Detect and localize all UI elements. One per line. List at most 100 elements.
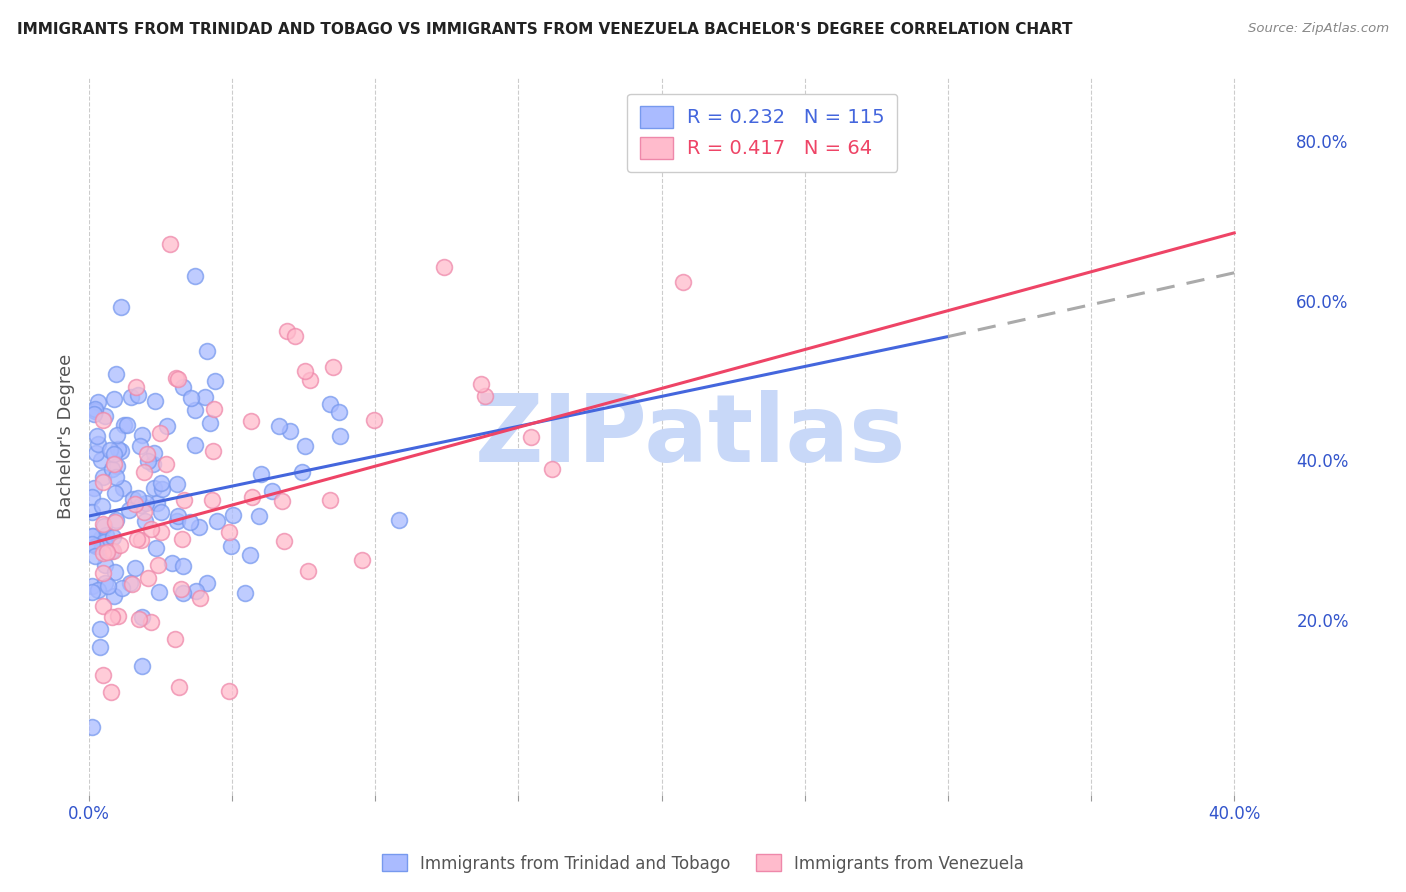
Point: [86, 429, 108, 443]
Point: [83, 402, 105, 417]
Point: [104, 469, 127, 483]
Point: [294, 439, 316, 453]
Point: [111, 482, 134, 496]
Point: [129, 439, 152, 453]
Point: [118, 575, 141, 590]
Point: [218, 684, 240, 698]
Point: [267, 419, 290, 434]
Point: [93, 576, 115, 591]
Point: [156, 419, 179, 434]
Point: [170, 532, 193, 546]
Point: [105, 428, 128, 442]
Point: [118, 503, 141, 517]
Point: [83, 404, 105, 418]
Point: [125, 380, 148, 394]
Point: [184, 584, 207, 599]
Point: [520, 430, 543, 444]
Point: [115, 417, 138, 432]
Point: [474, 389, 496, 403]
Point: [80, 491, 103, 505]
Point: [94, 528, 117, 542]
Point: [94, 558, 117, 573]
Point: [82, 537, 104, 551]
Point: [146, 496, 169, 510]
Point: [291, 465, 314, 479]
Point: [120, 390, 142, 404]
Point: [87, 395, 110, 409]
Point: [672, 275, 695, 289]
Point: [86, 446, 108, 460]
Point: [89, 622, 111, 636]
Point: [278, 425, 301, 439]
Point: [110, 443, 132, 458]
Point: [93, 546, 115, 560]
Point: [143, 393, 166, 408]
Point: [93, 475, 115, 490]
Point: [125, 533, 148, 547]
Point: [89, 640, 111, 655]
Point: [165, 371, 187, 385]
Point: [84, 539, 107, 553]
Point: [541, 462, 564, 476]
Point: [136, 454, 159, 468]
Point: [298, 373, 321, 387]
Point: [170, 582, 193, 597]
Point: [101, 543, 124, 558]
Point: [80, 505, 103, 519]
Point: [143, 446, 166, 460]
Point: [103, 392, 125, 406]
Point: [142, 458, 165, 472]
Point: [131, 428, 153, 442]
Point: [83, 549, 105, 563]
Point: [194, 390, 217, 404]
Point: [94, 409, 117, 423]
Point: [205, 514, 228, 528]
Point: [100, 462, 122, 476]
Point: [90, 531, 112, 545]
Point: [166, 476, 188, 491]
Point: [135, 496, 157, 510]
Point: [103, 457, 125, 471]
Point: [155, 457, 177, 471]
Point: [159, 236, 181, 251]
Point: [136, 571, 159, 585]
Point: [83, 407, 105, 421]
Point: [149, 475, 172, 490]
Point: [172, 558, 194, 573]
Point: [121, 577, 143, 591]
Point: [201, 493, 224, 508]
Point: [222, 508, 245, 523]
Point: [141, 615, 163, 629]
Point: [167, 680, 190, 694]
Point: [129, 533, 152, 547]
Point: [150, 505, 173, 519]
Point: [188, 520, 211, 534]
Point: [87, 583, 110, 598]
Point: [166, 514, 188, 528]
Legend: Immigrants from Trinidad and Tobago, Immigrants from Venezuela: Immigrants from Trinidad and Tobago, Imm…: [375, 847, 1031, 880]
Point: [173, 493, 195, 508]
Point: [198, 416, 221, 430]
Point: [131, 610, 153, 624]
Point: [240, 490, 263, 504]
Point: [239, 548, 262, 562]
Point: [141, 522, 163, 536]
Point: [183, 403, 205, 417]
Point: [273, 534, 295, 549]
Point: [131, 659, 153, 673]
Point: [105, 458, 128, 473]
Point: [183, 268, 205, 283]
Point: [108, 538, 131, 552]
Point: [284, 329, 307, 343]
Point: [105, 513, 128, 527]
Point: [107, 442, 129, 456]
Point: [127, 388, 149, 402]
Point: [250, 467, 273, 481]
Point: [132, 505, 155, 519]
Point: [148, 584, 170, 599]
Point: [134, 514, 156, 528]
Point: [101, 530, 124, 544]
Legend: R = 0.232   N = 115, R = 0.417   N = 64: R = 0.232 N = 115, R = 0.417 N = 64: [627, 94, 897, 172]
Point: [80, 579, 103, 593]
Point: [134, 465, 156, 479]
